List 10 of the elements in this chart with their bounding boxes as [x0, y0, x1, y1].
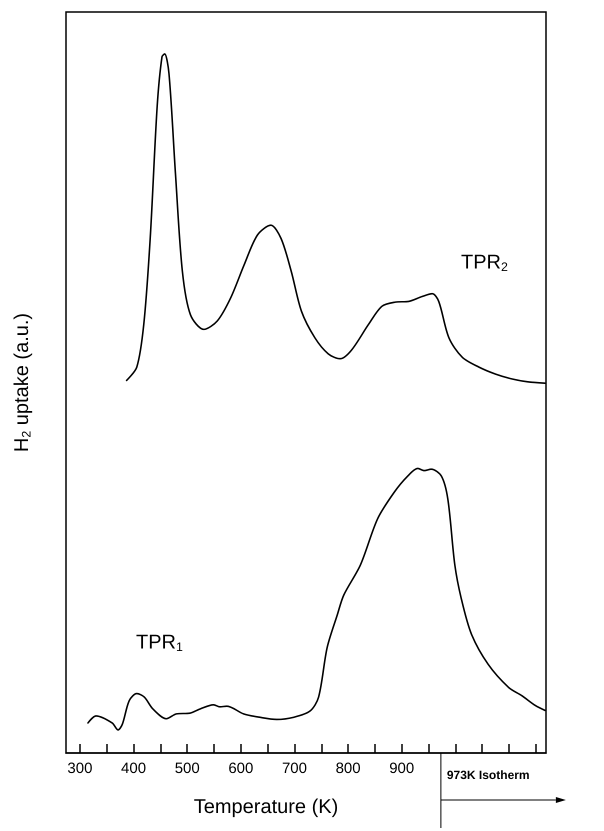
y-axis-title: H2 uptake (a.u.) — [11, 312, 34, 452]
x-tick-label: 400 — [121, 760, 146, 777]
x-tick-label: 600 — [228, 760, 254, 777]
x-tick-label: 700 — [282, 760, 307, 777]
x-axis-title: Temperature (K) — [194, 796, 338, 818]
x-tick-label: 900 — [389, 760, 414, 777]
x-tick-label: 300 — [67, 760, 92, 777]
ref-line-label: 973K Isotherm — [446, 768, 530, 782]
x-tick-label: 500 — [174, 760, 200, 777]
x-tick-label: 800 — [336, 760, 361, 777]
